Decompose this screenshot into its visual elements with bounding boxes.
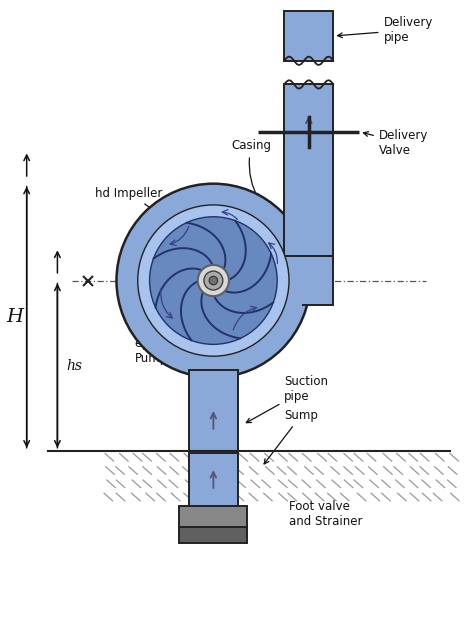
Circle shape: [138, 205, 289, 356]
Text: Casing: Casing: [231, 140, 271, 199]
Text: hd Impeller: hd Impeller: [95, 186, 184, 231]
Bar: [179, 506, 247, 529]
Text: eye &
Pump: eye & Pump: [135, 337, 169, 365]
Bar: [303, 256, 333, 305]
Circle shape: [204, 271, 223, 290]
Text: Delivery
Valve: Delivery Valve: [364, 130, 428, 157]
Text: hs: hs: [66, 358, 82, 373]
Circle shape: [117, 184, 310, 377]
Text: Sump: Sump: [264, 409, 318, 464]
Text: Foot valve
and Strainer: Foot valve and Strainer: [289, 501, 363, 528]
Text: H: H: [6, 308, 23, 326]
Circle shape: [209, 276, 218, 285]
Circle shape: [150, 217, 277, 344]
Bar: [284, 11, 333, 61]
Circle shape: [198, 265, 229, 296]
Bar: [189, 453, 238, 507]
Bar: [284, 85, 333, 256]
Text: Delivery
pipe: Delivery pipe: [337, 16, 433, 44]
Bar: [189, 370, 238, 451]
Text: Suction
pipe: Suction pipe: [246, 375, 328, 423]
Bar: [179, 527, 247, 543]
